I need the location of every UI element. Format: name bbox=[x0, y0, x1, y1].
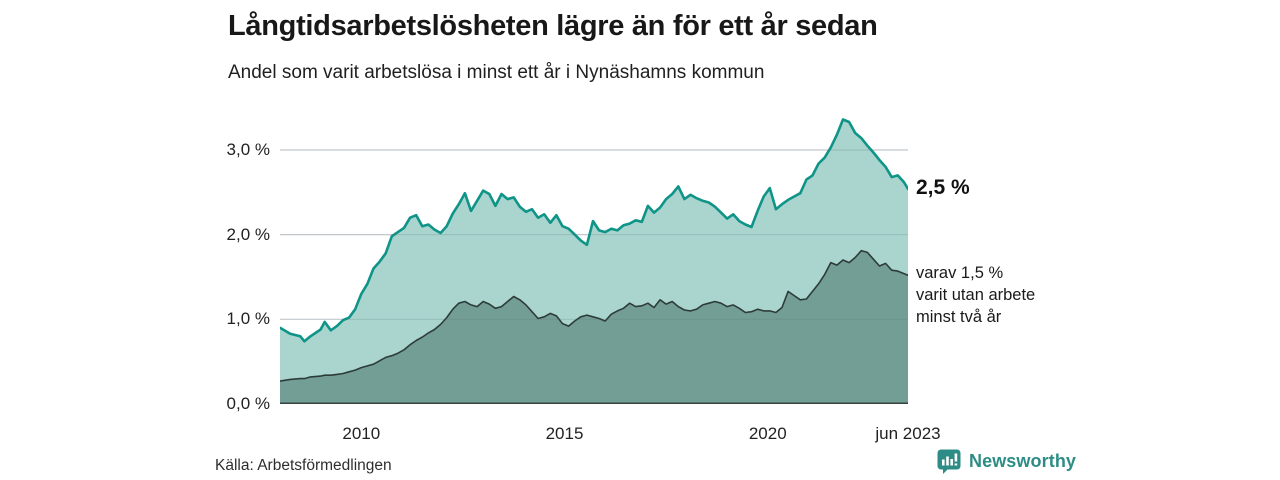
source-note: Källa: Arbetsförmedlingen bbox=[215, 457, 392, 474]
annotation-line: varav 1,5 % bbox=[916, 264, 1004, 282]
chart-subtitle: Andel som varit arbetslösa i minst ett å… bbox=[228, 62, 765, 83]
annotation-line: minst två år bbox=[916, 308, 1002, 326]
chart-title: Långtidsarbetslösheten lägre än för ett … bbox=[228, 10, 878, 42]
annotation-line: varit utan arbete bbox=[916, 286, 1036, 304]
series-end-label-subseries: varav 1,5 % varit utan arbete minst två … bbox=[916, 262, 1035, 328]
y-tick-label: 1,0 % bbox=[226, 309, 270, 329]
y-tick-label: 2,0 % bbox=[226, 224, 270, 244]
y-tick-label: 0,0 % bbox=[226, 394, 270, 413]
x-tick-label: 2020 bbox=[748, 424, 787, 443]
x-tick-label: 2010 bbox=[342, 424, 381, 443]
series-line bbox=[280, 118, 908, 343]
series-end-label-total: 2,5 % bbox=[916, 176, 970, 199]
newsworthy-logo-icon bbox=[937, 449, 961, 474]
series-line bbox=[280, 249, 908, 382]
x-tick-label: 2015 bbox=[545, 424, 584, 443]
brand-name: Newsworthy bbox=[969, 451, 1077, 471]
brand-logo: Newsworthy bbox=[936, 448, 1076, 475]
y-tick-label: 3,0 % bbox=[226, 139, 270, 159]
area-fill bbox=[280, 250, 908, 404]
area-chart bbox=[280, 118, 908, 404]
x-tick-label: jun 2023 bbox=[875, 424, 941, 443]
